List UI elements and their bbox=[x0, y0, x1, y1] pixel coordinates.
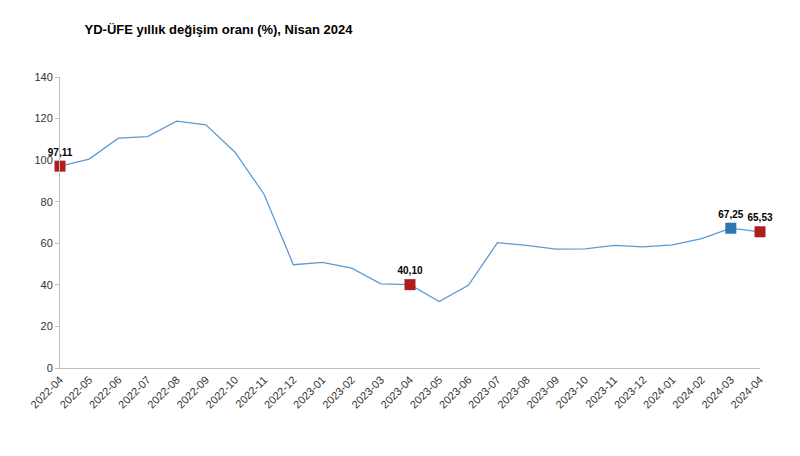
svg-text:2024-03: 2024-03 bbox=[699, 374, 736, 411]
svg-text:2023-07: 2023-07 bbox=[466, 374, 503, 411]
svg-text:40,10: 40,10 bbox=[397, 265, 422, 276]
svg-text:140: 140 bbox=[34, 71, 52, 83]
svg-text:2022-04: 2022-04 bbox=[28, 374, 65, 411]
svg-text:60: 60 bbox=[41, 237, 53, 249]
svg-text:20: 20 bbox=[41, 320, 53, 332]
svg-text:2022-09: 2022-09 bbox=[174, 374, 211, 411]
svg-text:2023-08: 2023-08 bbox=[495, 374, 532, 411]
svg-text:65,53: 65,53 bbox=[747, 212, 772, 223]
svg-text:2023-11: 2023-11 bbox=[583, 374, 619, 410]
svg-text:2022-11: 2022-11 bbox=[233, 374, 269, 410]
svg-text:97,11: 97,11 bbox=[48, 147, 73, 158]
svg-text:80: 80 bbox=[41, 196, 53, 208]
svg-text:2023-04: 2023-04 bbox=[378, 374, 415, 411]
svg-text:2023-12: 2023-12 bbox=[612, 374, 649, 411]
svg-text:2023-06: 2023-06 bbox=[437, 374, 474, 411]
svg-text:YD-ÜFE yıllık değişim oranı (%: YD-ÜFE yıllık değişim oranı (%), Nisan 2… bbox=[85, 22, 354, 37]
svg-text:0: 0 bbox=[47, 362, 53, 374]
svg-text:2023-09: 2023-09 bbox=[524, 374, 561, 411]
svg-text:40: 40 bbox=[41, 279, 53, 291]
svg-text:2022-07: 2022-07 bbox=[116, 374, 153, 411]
svg-text:2023-01: 2023-01 bbox=[291, 374, 328, 411]
svg-text:2024-02: 2024-02 bbox=[670, 374, 707, 411]
svg-text:2023-03: 2023-03 bbox=[349, 374, 386, 411]
svg-text:120: 120 bbox=[34, 112, 52, 124]
svg-text:2023-10: 2023-10 bbox=[553, 374, 590, 411]
svg-text:2022-08: 2022-08 bbox=[145, 374, 182, 411]
svg-text:67,25: 67,25 bbox=[718, 209, 743, 220]
svg-text:100: 100 bbox=[34, 154, 52, 166]
svg-text:2022-05: 2022-05 bbox=[57, 374, 94, 411]
svg-text:2022-12: 2022-12 bbox=[262, 374, 299, 411]
svg-text:2024-01: 2024-01 bbox=[641, 374, 678, 411]
svg-text:2023-02: 2023-02 bbox=[320, 374, 357, 411]
svg-text:2022-10: 2022-10 bbox=[203, 374, 240, 411]
svg-text:2024-04: 2024-04 bbox=[728, 374, 765, 411]
svg-text:2022-06: 2022-06 bbox=[87, 374, 124, 411]
svg-text:2023-05: 2023-05 bbox=[407, 374, 444, 411]
